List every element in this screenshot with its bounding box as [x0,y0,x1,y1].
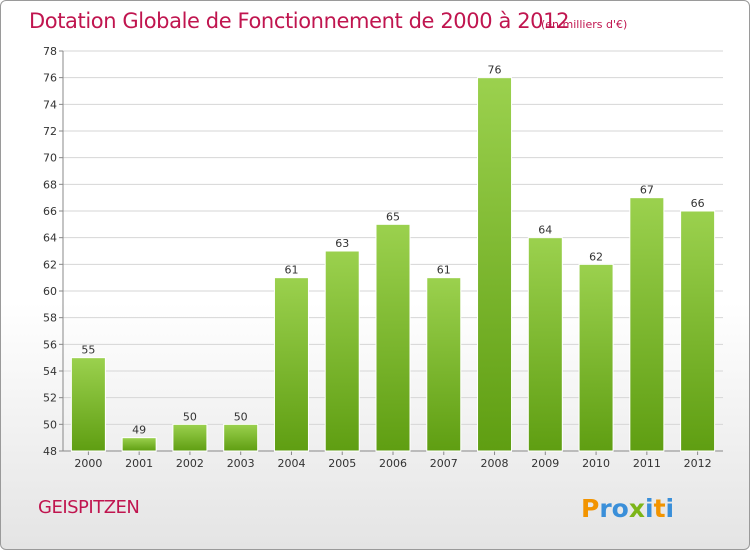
data-label-2012: 66 [691,197,705,210]
y-tick-label: 56 [43,338,57,351]
y-tick-label: 50 [43,418,57,431]
y-tick-label: 66 [43,205,57,218]
data-label-2000: 55 [81,344,95,357]
x-tick-label-2008: 2008 [481,457,509,470]
data-label-2011: 67 [640,184,654,197]
y-tick-label: 48 [43,445,57,458]
x-tick-label-2006: 2006 [379,457,407,470]
y-tick-label: 78 [43,45,57,58]
x-tick-label-2010: 2010 [582,457,610,470]
bar-2009 [527,237,563,452]
x-tick-label-2011: 2011 [633,457,661,470]
data-label-2008: 76 [488,64,502,77]
y-tick-label: 68 [43,178,57,191]
y-tick-label: 72 [43,125,57,138]
x-tick-label-2002: 2002 [176,457,204,470]
data-label-2007: 61 [437,264,451,277]
x-tick-label-2004: 2004 [277,457,305,470]
chart-title: Dotation Globale de Fonctionnement de 20… [29,9,570,33]
bar-2012 [680,210,716,452]
y-tick-label: 76 [43,72,57,85]
x-tick-label-2009: 2009 [531,457,559,470]
data-label-2005: 63 [335,237,349,250]
y-tick-label: 54 [43,365,57,378]
data-label-2001: 49 [132,424,146,437]
bar-2007 [426,277,462,452]
data-labels: 55 49 50 50 61 63 65 61 76 64 62 67 66 [81,64,704,437]
x-tick-label-2007: 2007 [430,457,458,470]
proxiti-logo: Proxiti [581,494,674,523]
x-tick-label-2001: 2001 [125,457,153,470]
bar-2002 [172,423,208,452]
data-label-2006: 65 [386,210,400,223]
data-label-2010: 62 [589,250,603,263]
bar-2011 [629,197,665,452]
bar-2010 [578,263,614,452]
data-label-2004: 61 [284,264,298,277]
svg-text:Proxiti: Proxiti [581,494,674,523]
chart-subtitle: (en milliers d'€) [541,18,628,31]
x-tick-label-2005: 2005 [328,457,356,470]
data-label-2002: 50 [183,410,197,423]
bar-2001 [121,437,157,452]
y-tick-label: 70 [43,152,57,165]
y-tick-label: 58 [43,312,57,325]
bar-2003 [223,423,259,452]
x-tick-label-2003: 2003 [227,457,255,470]
x-tick-label-2012: 2012 [684,457,712,470]
data-label-2003: 50 [234,410,248,423]
data-label-2009: 64 [538,224,552,237]
y-tick-label: 60 [43,285,57,298]
bar-2000 [70,357,106,452]
y-tick-label: 74 [43,98,57,111]
bars [70,77,716,452]
bar-2008 [477,77,513,452]
x-tick-labels: 2000 2001 2002 2003 2004 2005 2006 2007 2008 2009… [74,457,711,470]
bar-2005 [324,250,360,452]
y-tick-label: 62 [43,258,57,271]
y-tick-label: 64 [43,232,57,245]
bar-2004 [273,277,309,452]
bar-2006 [375,223,411,452]
commune-name: GEISPITZEN [38,497,140,518]
y-tick-label: 52 [43,392,57,405]
y-tick-labels: 48 50 52 54 56 58 60 62 64 66 68 70 72 74 76 78 [43,45,57,458]
x-tick-label-2000: 2000 [74,457,102,470]
